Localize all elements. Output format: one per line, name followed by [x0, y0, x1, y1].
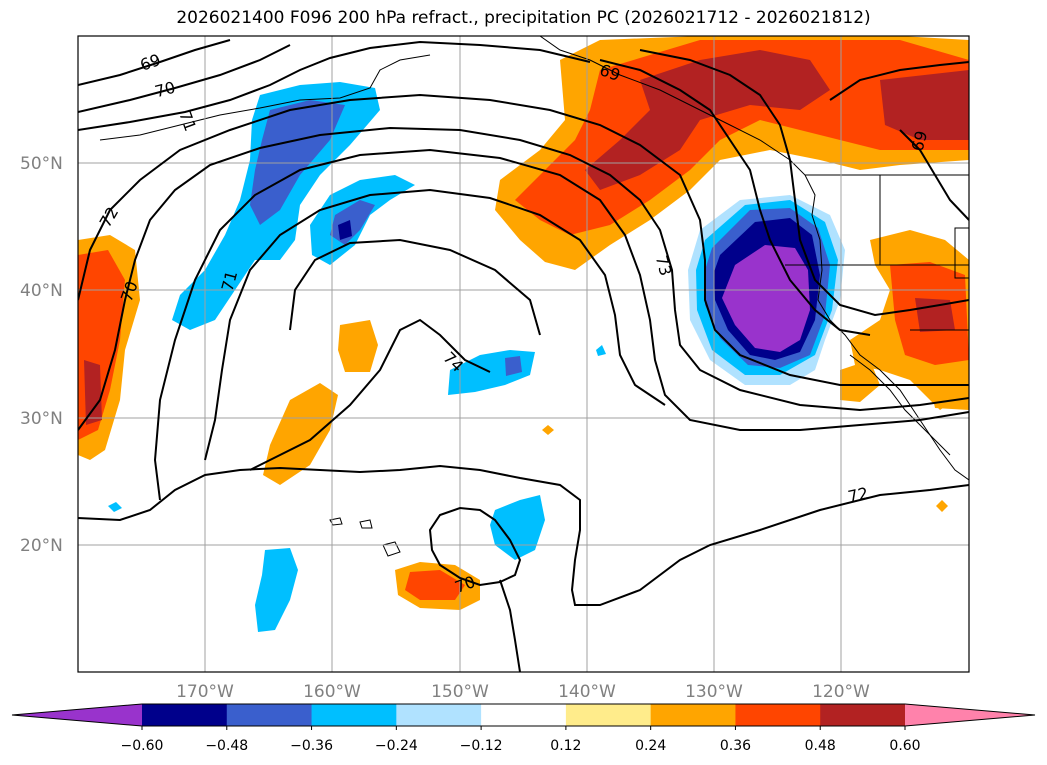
lat-label-30: 30°N [20, 409, 63, 429]
negative-dot-west [108, 502, 122, 512]
colorbar-segments [12, 704, 1035, 726]
colorbar-label-10: 0.60 [889, 738, 920, 754]
contour-69-ne2 [639, 49, 969, 317]
border-state-3 [954, 227, 969, 279]
borders [785, 174, 969, 331]
lat-label-40: 40°N [20, 281, 63, 301]
negative-region-northcentral-core2 [338, 220, 352, 240]
filled-fields [78, 36, 969, 632]
contour-69-ne [599, 59, 871, 336]
lon-label-130w: 130°W [685, 682, 743, 702]
colorbar-segment [311, 704, 397, 726]
colorbar-label-4: −0.24 [375, 738, 418, 754]
lon-label-150w: 150°W [431, 682, 489, 702]
colorbar-label-8: 0.36 [720, 738, 751, 754]
contour-70-hawaii-loop [428, 506, 522, 587]
negative-dot-central [596, 345, 606, 356]
lon-label-160w: 160°W [303, 682, 361, 702]
colorbar-label-7: 0.24 [635, 738, 666, 754]
colorbar-labels: −0.60 −0.48 −0.36 −0.24 −0.12 0.12 0.24 … [121, 738, 921, 754]
colorbar-extend-low [12, 704, 142, 726]
positive-patch-central [338, 320, 378, 372]
contours [78, 39, 969, 672]
contour-label-2: 70 [153, 78, 178, 102]
contour-74-inner [289, 238, 541, 336]
contour-69-e [829, 61, 969, 101]
contour-70-nw [78, 44, 291, 113]
positive-region-northeast-core2 [880, 70, 969, 140]
colorbar-segment [565, 704, 652, 726]
colorbar-label-5: −0.12 [460, 738, 503, 754]
colorbar-segment [650, 704, 736, 726]
negative-region-south [490, 495, 545, 560]
colorbar-segment [735, 704, 821, 726]
lat-label-50: 50°N [20, 154, 63, 174]
positive-region-northeast-mid [515, 40, 969, 235]
lon-label-170w: 170°W [176, 682, 234, 702]
negative-region-southwest [255, 548, 298, 632]
positive-dot-east [936, 500, 948, 512]
map-frame [77, 35, 970, 673]
contour-label-6: 71 [218, 269, 242, 294]
colorbar-segment [396, 704, 482, 726]
latitude-labels: 50°N 40°N 30°N 20°N [20, 154, 63, 556]
colorbar-label-6: 0.12 [550, 738, 581, 754]
coastline-baja [849, 354, 951, 456]
lon-label-120w: 120°W [812, 682, 870, 702]
longitude-labels: 170°W 160°W 150°W 140°W 130°W 120°W [176, 682, 870, 702]
lon-label-140w: 140°W [558, 682, 616, 702]
contour-south-curve [499, 579, 521, 672]
colorbar-label-1: −0.60 [121, 738, 164, 754]
contour-label-8: 73 [652, 253, 676, 278]
coastline-aleutians [99, 54, 431, 141]
lat-label-20: 20°N [20, 536, 63, 556]
colorbar: −0.60 −0.48 −0.36 −0.24 −0.12 0.12 0.24 … [11, 703, 1036, 754]
negative-region-central-core [505, 356, 522, 376]
colorbar-segment [226, 704, 313, 726]
contour-71-central [153, 148, 969, 501]
contour-72-west [78, 93, 969, 386]
colorbar-ticks [141, 726, 906, 730]
contour-69-e2 [899, 129, 969, 221]
contour-71-nw [78, 40, 591, 131]
colorbar-label-9: 0.48 [805, 738, 836, 754]
positive-dot [542, 425, 554, 435]
contour-70-west [78, 126, 969, 431]
colorbar-segment [481, 704, 567, 726]
coastline-hawaii-3 [382, 541, 401, 557]
positive-region-west-core2 [84, 360, 102, 425]
negative-region-california-core [722, 245, 810, 352]
contour-label-10: 69 [908, 129, 932, 154]
colorbar-label-2: −0.48 [205, 738, 248, 754]
coastline-hawaii-2 [359, 519, 373, 529]
contour-73 [204, 188, 666, 461]
contour-74-south [249, 318, 491, 471]
colorbar-label-3: −0.36 [290, 738, 333, 754]
contour-72-south [78, 464, 969, 606]
coastline-alaska [539, 36, 969, 481]
colorbar-segment [142, 704, 228, 726]
contour-69-nw [78, 39, 231, 86]
colorbar-segment [820, 704, 906, 726]
colorbar-extend-high [905, 704, 1035, 726]
positive-patch-southwest [263, 383, 338, 485]
contour-label-12: 72 [846, 483, 870, 506]
coastlines [99, 36, 969, 557]
positive-patch-hawaii-south-core [405, 570, 465, 600]
map-title: 2026021400 F096 200 hPa refract., precip… [176, 8, 871, 28]
